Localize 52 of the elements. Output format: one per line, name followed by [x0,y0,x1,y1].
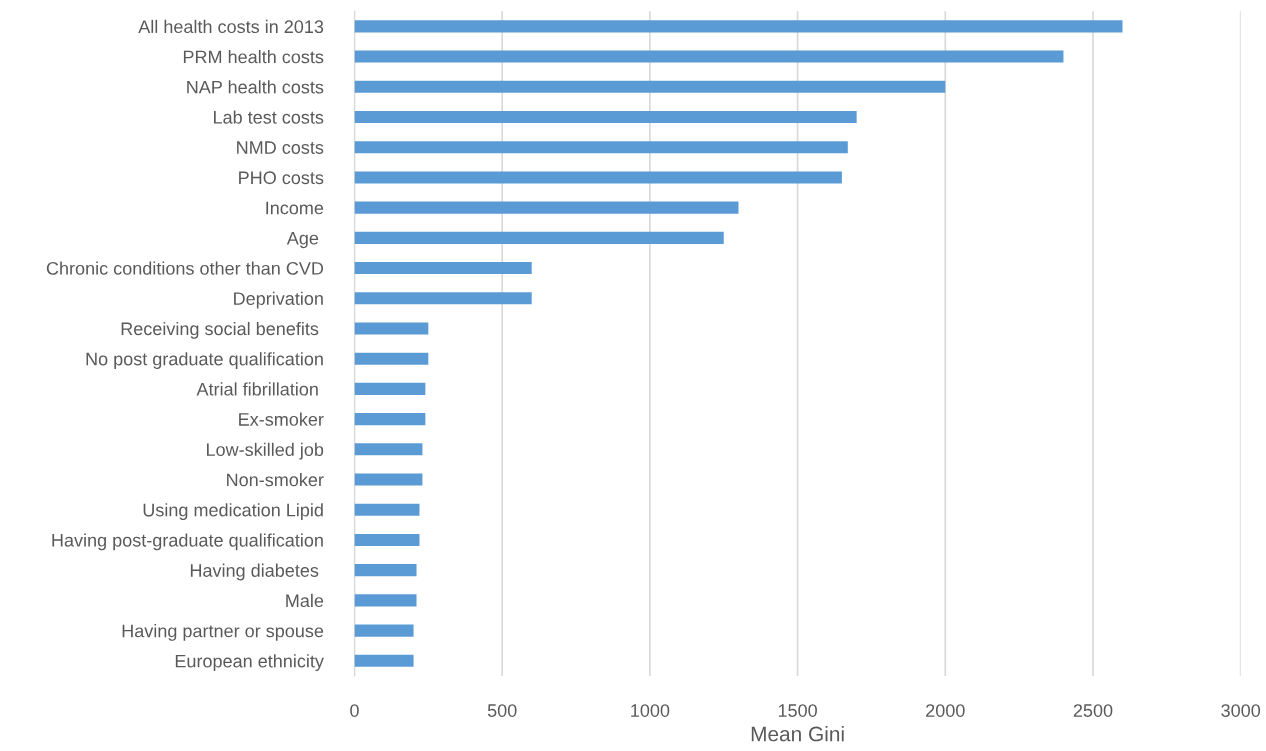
x-tick-label: 3000 [1221,704,1261,717]
x-tick-label: 2000 [926,704,965,717]
x-tick-label: 1500 [778,704,817,717]
y-tick-label: Receiving social benefits [121,321,319,339]
bar [354,624,414,637]
y-tick-label: Having post-graduate qualification [52,533,323,551]
y-tick-label: Deprivation [234,291,323,309]
bar [354,413,426,426]
y-tick-label: European ethnicity [175,654,324,672]
y-tick-label: Atrial fibrillation [196,382,318,396]
bar [354,473,423,486]
y-tick-label: PHO costs [239,171,324,185]
bar [354,201,739,214]
x-tick-label: 500 [487,704,517,717]
x-axis-title: Mean Gini [751,726,844,742]
x-tick-label: 2500 [1073,704,1113,717]
y-tick-label: Ex-smoker [239,412,324,426]
bar [354,594,417,607]
bar [354,262,532,275]
y-tick-label: Having partner or spouse [122,624,324,641]
bar [354,110,857,124]
bar [354,141,848,154]
y-tick-label: NMD costs [237,141,324,154]
bar [354,50,1064,63]
y-tick-label: Having diabetes [190,563,319,581]
bar [354,20,1123,33]
bar [354,382,426,395]
y-tick-label: No post graduate qualification [86,352,323,369]
y-tick-label: Income [266,201,324,215]
bar [354,654,414,667]
y-tick-label: Low-skilled job [206,442,324,460]
y-tick-label: PRM health costs [183,50,324,64]
bar [354,231,724,244]
bar [354,171,842,184]
bar [354,533,420,546]
y-tick-label: Non-smoker [227,472,324,487]
bar [354,292,532,305]
bar [354,443,423,456]
y-tick-label: NAP health costs [187,80,324,94]
y-tick-label: Age [286,231,319,249]
bar [354,80,946,93]
y-tick-label: Using medication Lipid [143,503,323,521]
bar [354,322,429,335]
y-tick-label: All health costs in 2013 [138,19,324,34]
bar [354,352,429,365]
bar [354,564,417,577]
bar [354,503,420,516]
y-tick-label: Male [286,593,324,608]
x-tick-label: 0 [350,704,359,717]
x-tick-label: 1000 [631,704,670,717]
y-tick-label: Chronic conditions other than CVD [46,261,324,275]
y-tick-label: Lab test costs [214,110,324,124]
